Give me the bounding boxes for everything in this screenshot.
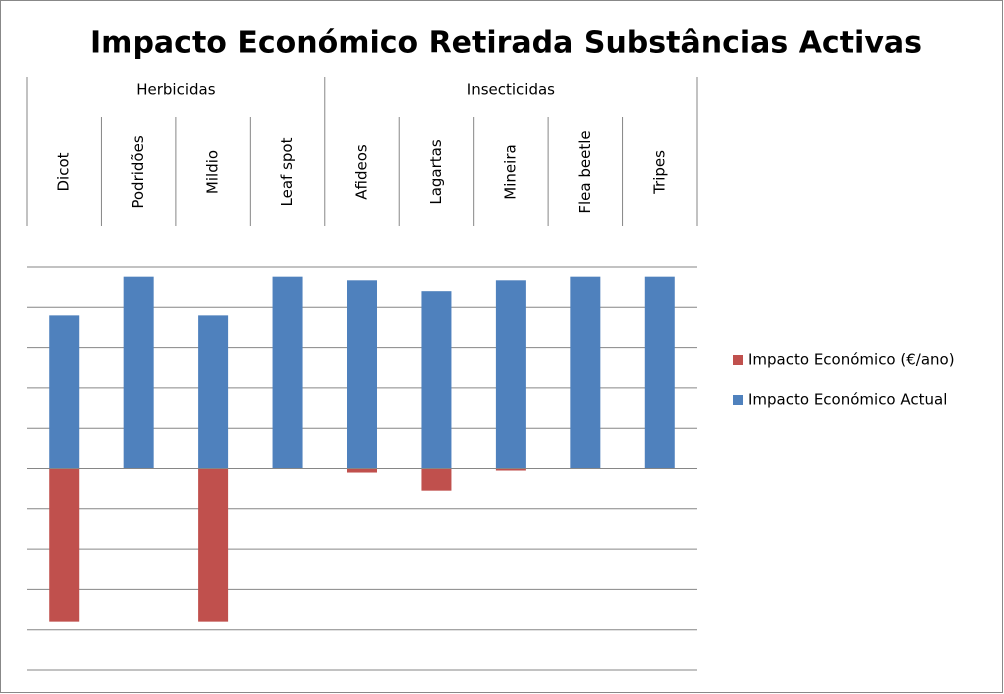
chart-title: Impacto Económico Retirada Substâncias A… [90, 26, 922, 61]
bar [421, 291, 452, 469]
bar [198, 468, 229, 622]
x-tick-label: Leaf spot [278, 137, 296, 206]
bar [49, 315, 80, 469]
legend-label: Impacto Económico (€/ano) [748, 351, 955, 369]
legend-label: Impacto Económico Actual [748, 391, 947, 409]
bar [123, 276, 154, 469]
x-tick-label: Afideos [353, 144, 371, 200]
x-tick-label: Dicot [55, 152, 73, 191]
x-tick-label: Podridões [129, 135, 147, 208]
x-tick-label: Mildio [204, 150, 222, 194]
bar [198, 315, 229, 469]
legend-swatch [733, 395, 743, 405]
x-tick-label: Lagartas [427, 139, 445, 205]
bar [495, 468, 526, 471]
x-tick-label: Tripes [650, 150, 668, 195]
bar [49, 468, 80, 622]
bar [347, 280, 377, 469]
bar [644, 276, 675, 469]
x-tick-label: Flea beetle [576, 130, 594, 213]
legend-swatch [733, 355, 743, 365]
bar [272, 276, 303, 469]
group-label: Insecticidas [467, 81, 555, 99]
group-label: Herbicidas [136, 81, 215, 99]
bar [570, 276, 601, 469]
x-tick-label: Mineira [501, 144, 519, 199]
bar [495, 280, 526, 469]
bar [347, 468, 377, 473]
bar [421, 468, 452, 491]
